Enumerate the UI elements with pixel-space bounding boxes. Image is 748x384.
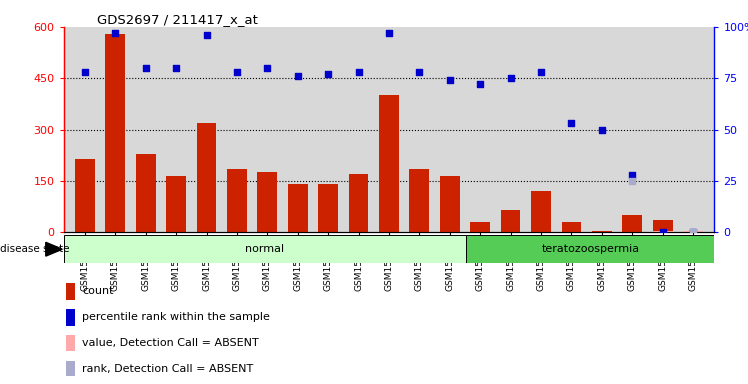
Point (444, 77, 456, 83)
Point (565, 120, 577, 126)
Text: percentile rank within the sample: percentile rank within the sample (82, 312, 270, 322)
Point (109, 30, 121, 36)
Point (505, 75, 517, 81)
Bar (683, 231, 703, 232)
Point (79, 69, 91, 75)
Point (352, 69, 364, 75)
Point (687, 229, 699, 235)
Bar (288, 184, 307, 232)
Point (626, 178, 638, 184)
Bar (683, 231, 703, 232)
Bar (440, 176, 460, 232)
Bar (257, 172, 278, 232)
Bar (66, 309, 76, 326)
Bar (318, 184, 338, 232)
Bar (592, 231, 612, 232)
Point (170, 65, 182, 71)
Point (383, 30, 395, 36)
Bar (349, 174, 369, 232)
Bar (653, 231, 672, 232)
Bar (409, 169, 429, 232)
Bar (227, 169, 247, 232)
Bar (622, 215, 642, 232)
Point (535, 69, 547, 75)
Point (657, 229, 669, 235)
Point (687, 229, 699, 235)
Text: normal: normal (245, 244, 284, 254)
Point (140, 65, 152, 71)
Bar (531, 191, 551, 232)
Point (626, 172, 638, 178)
Text: rank, Detection Call = ABSENT: rank, Detection Call = ABSENT (82, 364, 254, 374)
Bar (379, 95, 399, 232)
Bar (66, 335, 76, 351)
Point (261, 65, 273, 71)
Bar (197, 123, 216, 232)
Point (322, 71, 334, 77)
Point (231, 69, 243, 75)
Bar (75, 159, 95, 232)
Point (292, 73, 304, 79)
Bar (105, 34, 125, 232)
Bar (500, 210, 521, 232)
Bar (467, 235, 714, 263)
Bar (136, 154, 156, 232)
Bar (66, 361, 76, 377)
Bar (64, 235, 467, 263)
Text: disease state: disease state (0, 244, 70, 254)
Bar (562, 222, 581, 232)
Text: count: count (82, 286, 114, 296)
Point (596, 126, 608, 132)
Text: value, Detection Call = ABSENT: value, Detection Call = ABSENT (82, 338, 259, 348)
Bar (653, 220, 672, 232)
Polygon shape (46, 242, 62, 256)
Point (200, 32, 212, 38)
Point (474, 81, 486, 88)
Bar (66, 283, 76, 300)
Bar (470, 222, 490, 232)
Point (414, 69, 426, 75)
Text: teratozoospermia: teratozoospermia (542, 244, 640, 254)
Bar (166, 176, 186, 232)
Text: GDS2697 / 211417_x_at: GDS2697 / 211417_x_at (97, 13, 258, 26)
